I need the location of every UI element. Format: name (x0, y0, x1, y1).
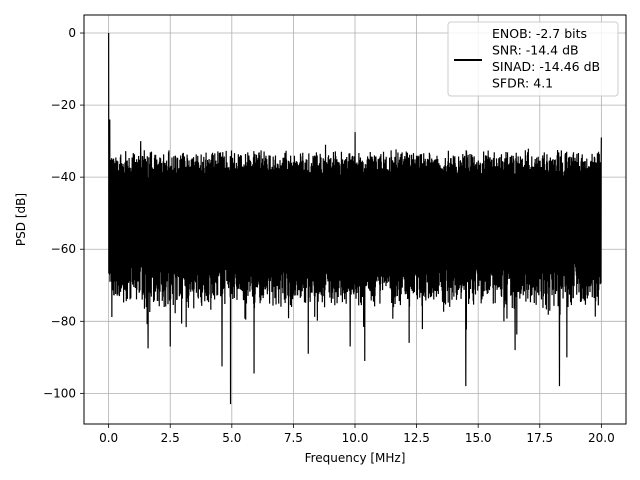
x-tick-label: 15.0 (465, 431, 492, 445)
y-tick-label: −40 (51, 170, 76, 184)
x-tick-label: 12.5 (403, 431, 430, 445)
legend-entry-enob: ENOB: -2.7 bits (492, 26, 587, 41)
x-tick-label: 0.0 (99, 431, 118, 445)
y-axis: 0 −20 −40 −60 −80 −100 (43, 26, 84, 400)
y-axis-label: PSD [dB] (14, 193, 28, 246)
legend-box (447, 21, 619, 97)
legend-entry-sinad: SINAD: -14.46 dB (492, 59, 600, 74)
x-tick-label: 10.0 (342, 431, 369, 445)
x-tick-label: 17.5 (526, 431, 553, 445)
y-tick-label: −20 (51, 98, 76, 112)
legend-entry-snr: SNR: -14.4 dB (492, 43, 579, 58)
y-tick-label: −60 (51, 242, 76, 256)
legend-entry-sfdr: SFDR: 4.1 (492, 76, 553, 91)
x-axis-label: Frequency [MHz] (305, 451, 406, 465)
x-axis: 0.0 2.5 5.0 7.5 10.0 12.5 15.0 17.5 20.0 (99, 424, 615, 445)
psd-line (108, 33, 602, 405)
x-tick-label: 2.5 (161, 431, 180, 445)
legend: ENOB: -2.7 bits SNR: -14.4 dB SINAD: -14… (447, 21, 619, 97)
x-tick-label: 7.5 (284, 431, 303, 445)
x-tick-label: 5.0 (222, 431, 241, 445)
y-tick-label: 0 (68, 26, 76, 40)
y-tick-label: −100 (43, 386, 76, 400)
psd-series (108, 33, 602, 405)
y-tick-label: −80 (51, 314, 76, 328)
x-tick-label: 20.0 (588, 431, 615, 445)
